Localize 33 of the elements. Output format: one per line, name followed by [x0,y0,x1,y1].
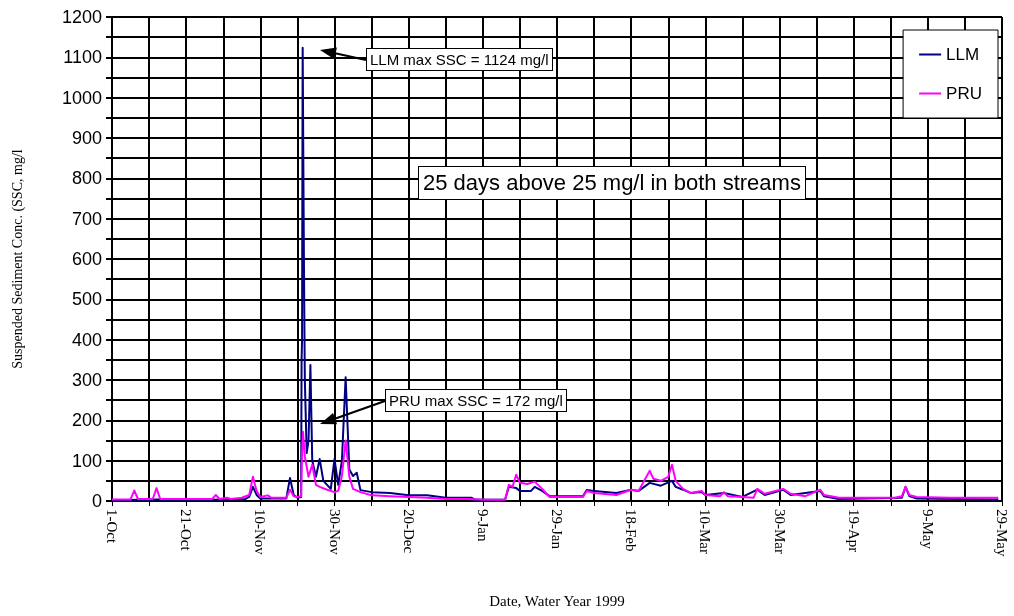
y-tick-label: 800 [71,168,102,189]
x-tick-label: 1-Oct [104,509,120,544]
y-axis-title: Suspended Sediment Conc. (SSC, mg/l [9,149,26,369]
y-tick-label: 600 [71,249,102,269]
y-tick-label: 700 [71,208,102,229]
x-tick-label: 19-Apr [845,509,862,553]
y-tick-label: 0 [91,491,102,511]
x-tick-label: 10-Mar [697,509,714,554]
y-tick-label: 100 [71,450,102,471]
x-tick-label: 9-Jan [474,509,491,542]
y-tick-label: 200 [71,410,102,431]
x-tick-label: 9-May [919,509,936,550]
x-tick-label: 10-Nov [252,509,269,556]
y-tick-label: 500 [71,289,102,310]
y-tick-label: 1000 [61,87,102,108]
legend-label: LLM [946,45,980,64]
y-tick-label: 300 [71,370,102,390]
x-axis-title: Date, Water Year 1999 [489,592,625,609]
annotation: PRU max SSC = 172 mg/l [385,389,567,412]
x-tick-label: 20-Dec [400,509,417,554]
x-tick-label: 21-Oct [178,509,195,552]
x-tick-label: 30-Nov [326,509,343,556]
x-tick-label: 30-Mar [771,509,788,554]
y-tick-label: 1200 [61,7,102,27]
annotation: LLM max SSC = 1124 mg/l [366,48,553,71]
y-tick-label: 900 [71,128,102,148]
x-tick-label: 29-May [994,509,1010,557]
x-tick-label: 18-Feb [623,509,640,552]
x-tick-label: 29-Jan [549,509,565,550]
legend-label: PRU [946,84,983,103]
annotation: 25 days above 25 mg/l in both streams [418,166,806,200]
y-tick-label: 400 [71,329,102,350]
y-tick-label: 1100 [63,47,102,68]
